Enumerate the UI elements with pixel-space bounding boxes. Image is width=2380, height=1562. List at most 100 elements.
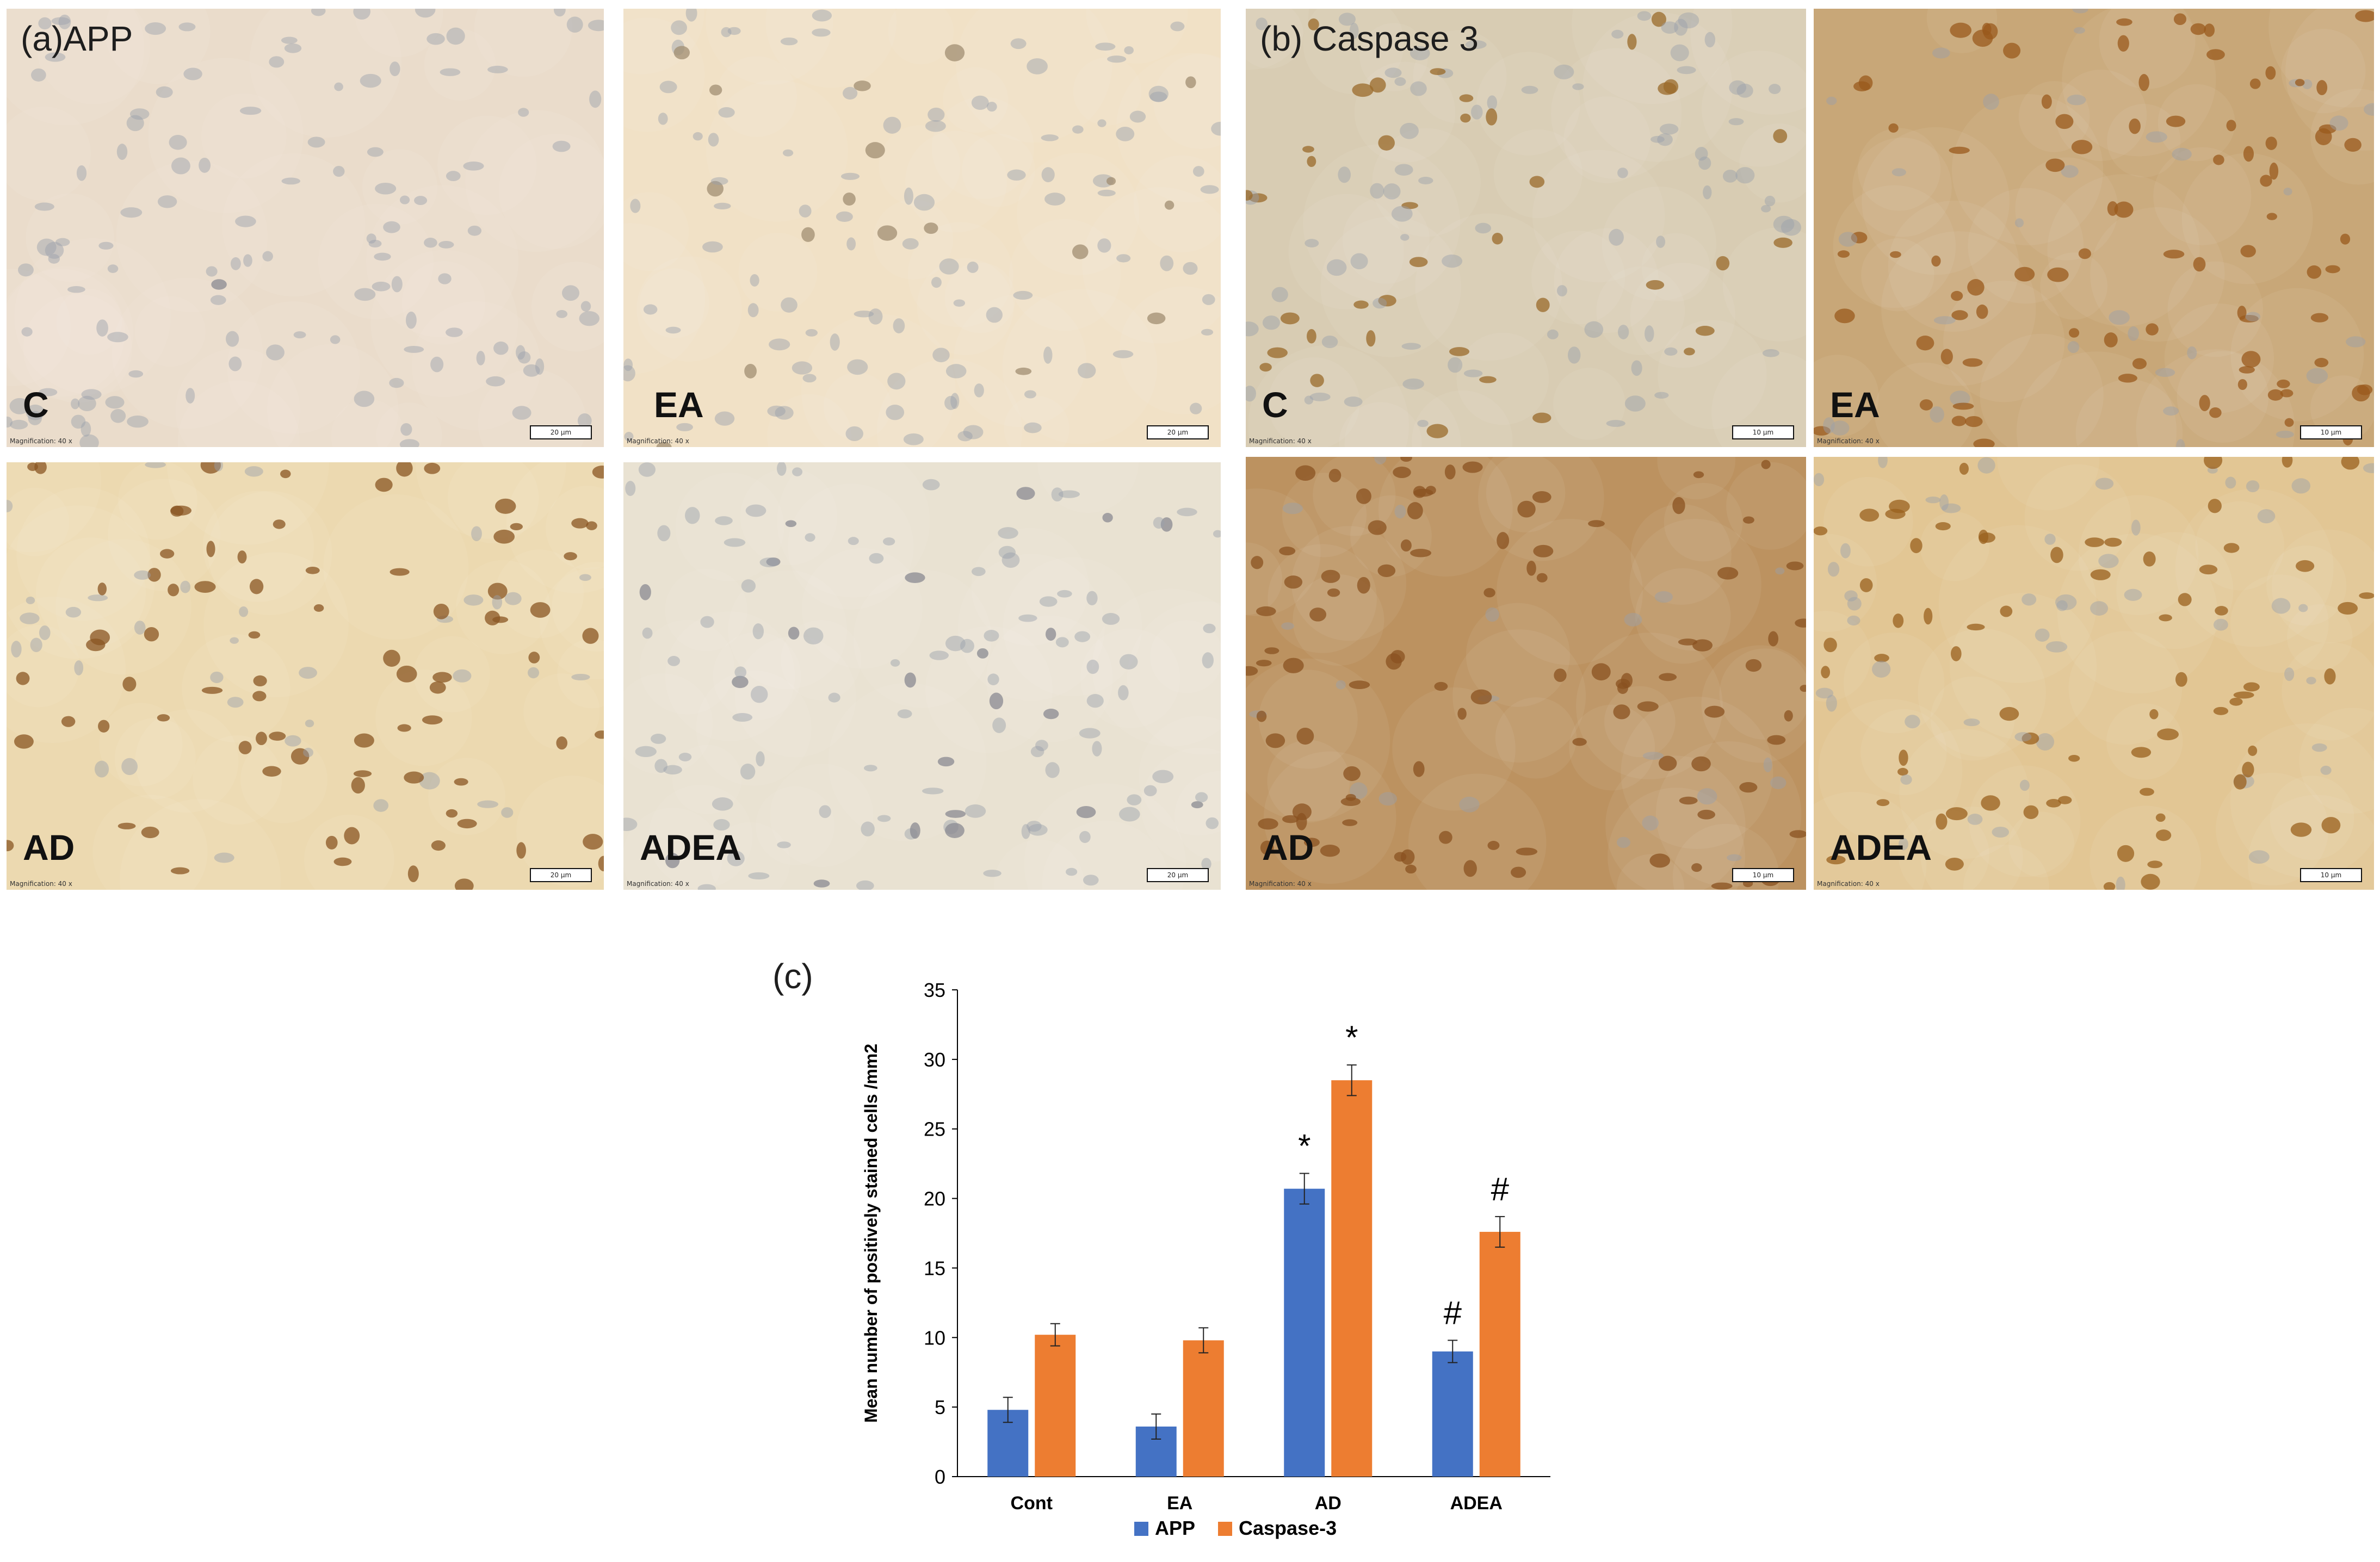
stained-cell [2014,266,2035,282]
tissue-shade [1980,333,2104,447]
stained-cell [592,466,604,479]
stained-cell [2166,115,2186,127]
stained-cell [967,261,979,273]
stained-cell [1965,416,1983,427]
tissue-shade [1452,629,1586,763]
stained-cell [1486,108,1498,126]
stained-cell [792,467,803,476]
stained-cell [868,308,883,325]
stained-cell [2233,774,2247,790]
y-tick-label: 20 [924,1188,945,1210]
stained-cell [1028,824,1048,836]
stained-cell [2131,747,2152,758]
tissue-shade [1952,94,2104,246]
tissue-shade [1569,704,1655,791]
stained-cell [1935,522,1951,531]
app-panel-ea: EA Magnification: 40 x 20 μm [623,9,1221,447]
stained-cell [517,351,531,364]
stained-cell [2090,601,2109,616]
tissue-shade [888,9,954,65]
stained-cell [2296,560,2315,572]
stained-cell [424,462,441,474]
stained-cell [869,553,884,564]
tissue-shade [1553,368,1625,440]
tissue-shade [2167,261,2264,357]
tissue-shade [1303,9,1405,95]
stained-cell [1584,321,1604,338]
stained-cell [127,416,149,428]
stained-cell [404,771,424,784]
stained-cell [776,462,787,476]
stained-cell [2229,697,2243,706]
stained-cell [1588,520,1605,528]
tissue-shade [1248,345,1409,447]
tissue-shade [1080,628,1180,728]
stained-cell [1554,668,1567,682]
stained-cell [625,481,636,496]
legend-swatch-app [1134,1522,1148,1536]
stained-cell [1303,838,1320,847]
stained-cell [1471,104,1483,120]
stained-cell [1072,244,1089,259]
stained-cell [1483,588,1495,598]
stained-cell [2176,439,2185,447]
tissue-shade [7,625,80,708]
micrograph-caspase-ea [1814,9,2374,447]
stained-cell [1307,328,1316,344]
stained-cell [564,552,577,561]
stained-cell [861,821,875,836]
micrograph-caspase-ad [1246,457,1806,890]
stained-cell [732,675,749,689]
stained-cell [2143,551,2156,567]
stained-cell [2116,876,2125,890]
stained-cell [1485,607,1499,622]
stained-cell [390,61,400,76]
stained-cell [745,504,766,517]
stained-cell [1717,567,1739,580]
stained-cell [1932,47,1950,59]
stained-cell [571,518,589,529]
stained-cell [904,672,916,688]
stained-cell [2302,79,2313,89]
stained-cell [1256,606,1276,616]
stained-cell [1097,189,1116,197]
stained-cell [1401,343,1421,350]
tissue-shade [2090,207,2225,342]
tissue-shade [2047,174,2200,327]
tissue-shade [1921,807,2023,890]
stained-cell [121,758,138,776]
stained-cell [1016,487,1035,500]
stained-cell [2023,805,2039,819]
tissue-shade [1493,129,1582,219]
stained-cell [438,273,452,284]
panel-label-caspase-adea: ADEA [1830,827,1932,867]
stained-cell [883,116,901,134]
stained-cell [1827,562,1840,577]
stained-cell [1030,746,1044,758]
stained-cell [375,182,397,195]
stained-cell [2306,677,2316,685]
tissue-shade [1532,150,1665,283]
tissue-shade [148,58,304,213]
stained-cell [1529,176,1545,188]
stained-cell [1296,727,1314,745]
stained-cell [1624,612,1642,627]
stained-cell [1449,347,1470,356]
tissue-shade [545,486,604,570]
tissue-shade [1898,809,1989,890]
tissue-shade [716,56,798,137]
tissue-shade [944,262,1016,333]
stained-cell [2069,328,2080,338]
stained-cell [2190,23,2206,35]
stained-cell [1800,685,1806,692]
stained-cell [685,9,697,22]
panel-label-app-ea: EA [654,385,704,425]
stained-cell [1148,85,1169,102]
stained-cell [2346,336,2366,348]
stained-cell [1160,255,1174,271]
stained-cell [354,288,376,301]
stained-cell [1086,591,1098,606]
tissue-shade [1466,603,1571,707]
stained-cell [1147,312,1166,325]
stained-cell [639,584,651,600]
